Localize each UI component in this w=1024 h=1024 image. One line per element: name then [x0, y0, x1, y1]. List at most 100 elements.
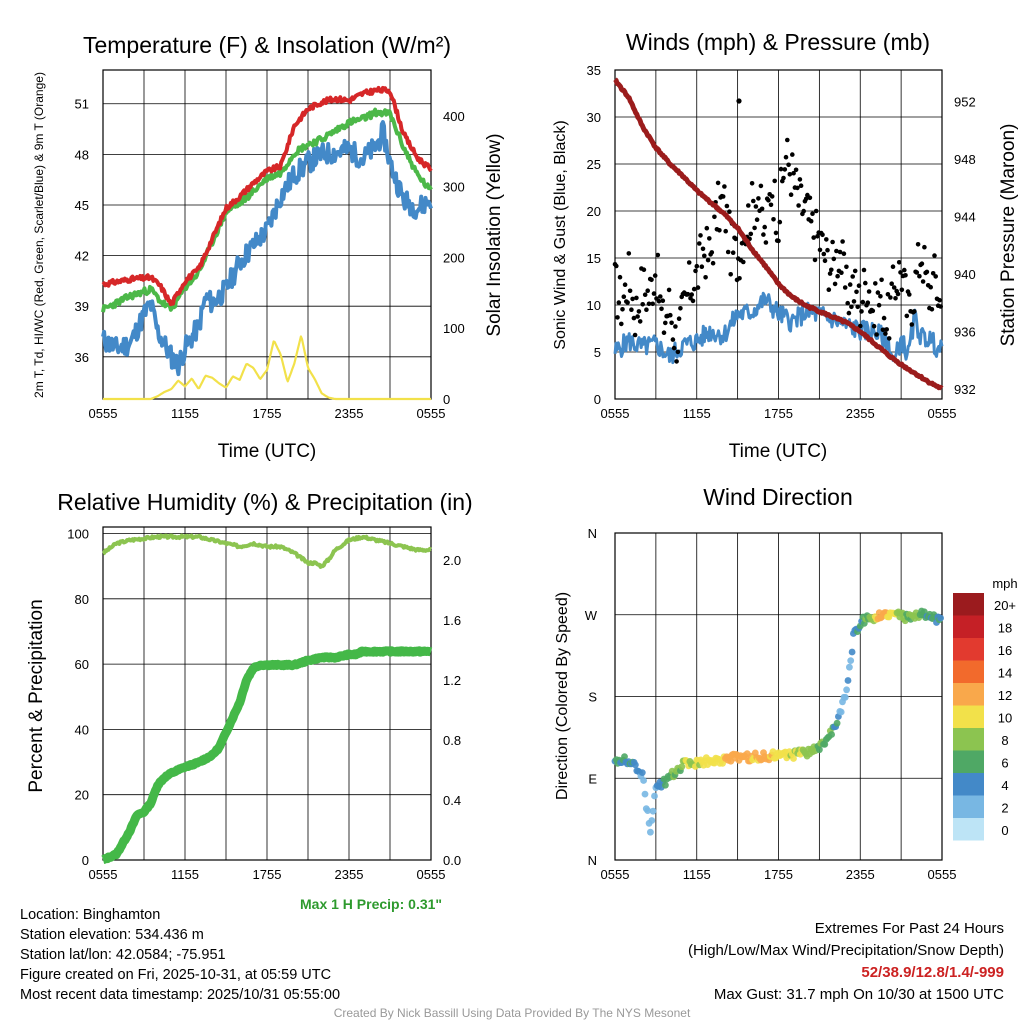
gust-point [797, 177, 803, 182]
temperature-series [101, 85, 433, 401]
gust-point [675, 349, 681, 355]
gust-point [645, 288, 650, 294]
colorbar-swatch [953, 728, 984, 751]
gust-point [761, 232, 766, 237]
gust-point [622, 282, 628, 288]
winds-ylabel-right: Station Pressure (Maroon) [998, 124, 1019, 347]
gust-point [689, 292, 694, 297]
gust-point [855, 304, 860, 310]
gust-point [822, 258, 828, 264]
gust-point [652, 273, 658, 278]
y-tick-label-left: 36 [75, 350, 89, 365]
gust-point [856, 283, 862, 289]
wind-direction-ylabel: Direction (Colored By Speed) [554, 592, 571, 800]
gust-point [811, 235, 816, 240]
gust-point [700, 246, 706, 252]
humidity-title: Relative Humidity (%) & Precipitation (i… [57, 489, 472, 515]
gust-point [626, 251, 632, 256]
gust-point [690, 298, 696, 304]
winds-ylabel-left: Sonic Wind & Gust (Blue, Black) [552, 120, 569, 349]
direction-point [621, 753, 628, 760]
gust-point [858, 323, 863, 329]
gust-point [876, 302, 882, 308]
gust-point [676, 316, 682, 322]
temperature-panel: Temperature (F) & Insolation (W/m²) 0555… [32, 32, 505, 462]
extremes-subtitle: (High/Low/Max Wind/Precipitation/Snow De… [688, 942, 1004, 959]
direction-tick-label: S [588, 690, 597, 705]
gust-point [788, 192, 794, 197]
x-tick-label: 2355 [846, 406, 875, 421]
gust-point [933, 274, 938, 279]
gust-point [663, 320, 668, 326]
gust-point [845, 300, 850, 306]
gust-point [725, 249, 731, 255]
gust-point [642, 292, 648, 298]
gust-point [727, 209, 732, 214]
x-tick-label: 2355 [335, 406, 364, 421]
gust-point [693, 268, 698, 274]
y-tick-label-left: 10 [587, 298, 601, 313]
wind-direction-panel: Wind Direction 0555 1155 1755 2355 0555 N E S W N… [554, 484, 1018, 882]
gust-point [724, 203, 730, 209]
colorbar-swatch [953, 660, 984, 683]
x-tick-label: 1155 [683, 867, 711, 882]
credit-text: Created By Nick Bassill Using Data Provi… [333, 1006, 691, 1020]
y-tick-label-right: 0.0 [443, 853, 461, 868]
y-tick-label-left: 5 [594, 345, 601, 360]
colorbar-label: 20+ [994, 598, 1016, 613]
gust-point [773, 230, 779, 236]
gust-point [849, 304, 854, 310]
gust-point [620, 307, 625, 312]
gust-point [795, 185, 800, 191]
colorbar-swatch [953, 818, 984, 841]
gust-point [827, 271, 833, 276]
gust-point [920, 279, 926, 284]
gust-point [881, 315, 887, 321]
direction-point [638, 769, 646, 776]
y-tick-label-right: 940 [954, 267, 976, 282]
gust-point [722, 184, 727, 189]
direction-point [816, 746, 823, 754]
gust-point [880, 327, 886, 333]
y-tick-label-left: 20 [587, 204, 601, 219]
gust-point [702, 253, 707, 259]
gust-point [728, 272, 733, 277]
direction-point [841, 693, 849, 701]
gust-point [712, 214, 717, 220]
gust-point [808, 218, 814, 224]
gust-point [807, 195, 813, 201]
gust-point [922, 244, 927, 250]
winds-ticks: 0555 1155 1755 2355 055505101520253035932936… [587, 63, 976, 421]
direction-point [828, 731, 835, 738]
colorbar-swatch [953, 593, 984, 616]
y-tick-label-left: 39 [75, 299, 89, 314]
gust-point [699, 264, 705, 270]
gust-point [614, 263, 619, 269]
extremes-values: 52/38.9/12.8/1.4/-999 [861, 964, 1004, 981]
created-text: Figure created on Fri, 2025-10-31, at 05… [20, 967, 332, 983]
direction-point [790, 755, 797, 762]
wind-direction-grid [615, 532, 942, 861]
winds-title: Winds (mph) & Pressure (mb) [626, 29, 930, 55]
x-tick-label: 0555 [928, 867, 957, 882]
x-tick-label: 0555 [417, 406, 446, 421]
gust-point [907, 292, 912, 297]
gust-point [782, 167, 788, 172]
gust-point [697, 241, 702, 246]
gust-point [659, 306, 664, 312]
gust-point [820, 232, 825, 238]
gust-point [803, 196, 809, 202]
gust-point [791, 170, 796, 176]
x-tick-label: 2355 [846, 867, 875, 882]
x-tick-label: 1755 [253, 867, 282, 882]
gust-point [669, 320, 674, 326]
direction-point [833, 719, 841, 727]
gust-point [817, 247, 823, 253]
gust-point [801, 208, 806, 214]
gust-point [720, 194, 726, 199]
colorbar-swatch [953, 795, 984, 818]
gust-point [870, 308, 876, 314]
station-pressure-line [613, 77, 944, 391]
gust-point [616, 300, 622, 305]
